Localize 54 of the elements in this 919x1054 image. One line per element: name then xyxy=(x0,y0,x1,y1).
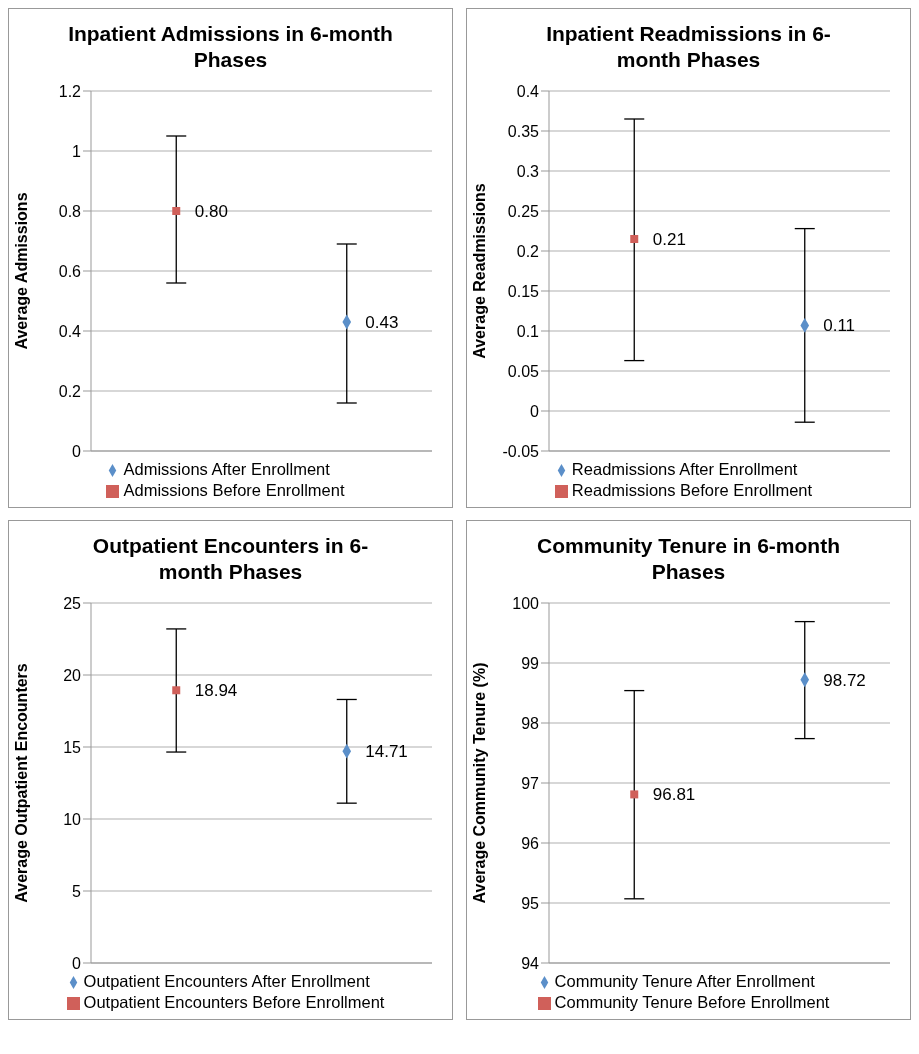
y-tick-label: 1.2 xyxy=(58,82,82,100)
legend-label: Outpatient Encounters After Enrollment xyxy=(83,972,370,990)
legend-label: Admissions Before Enrollment xyxy=(123,481,345,499)
y-tick-label: 99 xyxy=(521,654,540,672)
y-tick-label: 15 xyxy=(63,738,82,756)
y-tick-label: 5 xyxy=(72,882,82,900)
y-tick-label: 95 xyxy=(521,894,540,912)
y-tick-label: 0.6 xyxy=(58,262,82,280)
legend-label: Readmissions After Enrollment xyxy=(571,460,798,478)
legend-label: Community Tenure After Enrollment xyxy=(554,972,815,990)
legend-label: Readmissions Before Enrollment xyxy=(571,481,813,499)
data-label: 96.81 xyxy=(652,785,696,805)
y-tick-label: 20 xyxy=(63,666,82,684)
data-label: 0.21 xyxy=(652,230,686,250)
y-tick-label: 0 xyxy=(530,402,540,420)
y-tick-label: 0 xyxy=(72,442,82,460)
y-tick-label: 100 xyxy=(512,594,540,612)
chart-title: Inpatient Admissions in 6-month Phases xyxy=(67,21,394,73)
y-tick-label: 0 xyxy=(72,954,82,972)
data-label: 0.43 xyxy=(365,313,399,333)
y-tick-label: 96 xyxy=(521,834,540,852)
y-axis-title: Average Outpatient Encounters xyxy=(12,663,30,903)
legend-label: Outpatient Encounters Before Enrollment xyxy=(83,993,385,1011)
y-tick-label: 25 xyxy=(63,594,82,612)
y-axis-title: Average Readmissions xyxy=(470,183,488,359)
data-label: 14.71 xyxy=(365,742,408,762)
y-tick-label: 0.05 xyxy=(507,362,540,380)
y-tick-label: 0.8 xyxy=(58,202,82,220)
y-tick-label: 0.1 xyxy=(516,322,540,340)
y-tick-label: -0.05 xyxy=(502,442,540,460)
y-tick-label: 98 xyxy=(521,714,540,732)
y-tick-label: 10 xyxy=(63,810,82,828)
y-tick-label: 94 xyxy=(521,954,540,972)
data-label: 0.80 xyxy=(194,202,228,222)
y-tick-label: 0.4 xyxy=(516,82,540,100)
y-tick-label: 0.3 xyxy=(516,162,540,180)
y-tick-label: 0.25 xyxy=(507,202,540,220)
data-label: 0.11 xyxy=(823,316,856,336)
y-axis-title: Average Admissions xyxy=(12,192,30,350)
y-tick-label: 0.4 xyxy=(58,322,82,340)
data-label: 18.94 xyxy=(194,681,238,701)
y-tick-label: 0.15 xyxy=(507,282,540,300)
data-label: 98.72 xyxy=(823,670,866,690)
chart-title: Community Tenure in 6-month Phases xyxy=(536,533,841,585)
y-tick-label: 0.2 xyxy=(58,382,82,400)
legend-label: Admissions After Enrollment xyxy=(123,460,330,478)
y-axis-title: Average Community Tenure (%) xyxy=(470,662,488,904)
y-tick-label: 0.2 xyxy=(516,242,540,260)
y-tick-label: 97 xyxy=(521,774,540,792)
y-tick-label: 1 xyxy=(72,142,82,160)
chart-title: Inpatient Readmissions in 6-month Phases xyxy=(545,21,832,73)
legend-label: Community Tenure Before Enrollment xyxy=(554,993,830,1011)
y-tick-label: 0.35 xyxy=(507,122,540,140)
chart-title: Outpatient Encounters in 6-month Phases xyxy=(91,533,370,585)
